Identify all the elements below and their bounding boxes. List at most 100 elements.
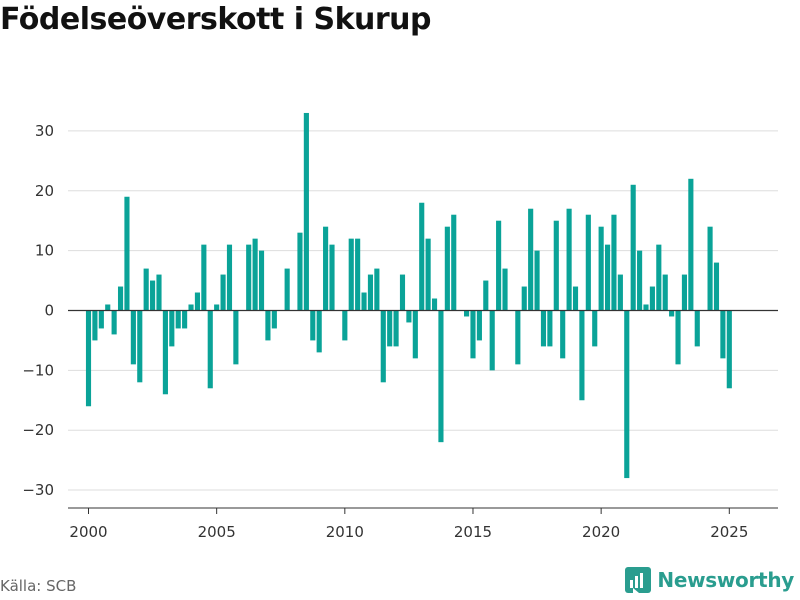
bar <box>451 214 457 311</box>
bar <box>643 304 649 311</box>
bar <box>374 268 380 311</box>
bar <box>367 274 374 311</box>
bar <box>169 310 175 347</box>
bar <box>246 244 252 311</box>
bar <box>534 250 540 311</box>
bar <box>688 178 694 311</box>
x-tick-label: 2000 <box>69 523 107 541</box>
bar <box>310 310 316 341</box>
y-tick-label: 0 <box>44 301 54 319</box>
bar <box>483 280 489 311</box>
bar <box>233 310 239 365</box>
bar <box>156 274 162 311</box>
bar <box>624 310 630 479</box>
bar <box>713 262 720 311</box>
bar <box>380 310 386 383</box>
bar <box>117 286 124 311</box>
bar <box>489 310 495 371</box>
bar <box>124 196 130 311</box>
bar <box>182 310 188 329</box>
bar <box>470 310 476 359</box>
bar <box>572 286 579 311</box>
bar <box>297 232 303 311</box>
bar <box>316 310 322 353</box>
bar <box>598 226 604 311</box>
x-tick-label: 2005 <box>198 523 236 541</box>
y-tick-label: 10 <box>35 242 54 260</box>
x-tick-label: 2025 <box>710 523 748 541</box>
bar <box>444 226 450 311</box>
y-tick-label: −30 <box>22 481 54 499</box>
bar <box>130 310 136 365</box>
bar <box>412 310 418 359</box>
bar <box>175 310 181 329</box>
bar <box>393 310 399 347</box>
bar <box>553 220 559 311</box>
bar <box>419 202 425 311</box>
bar <box>496 220 502 311</box>
bar-chart-logo-icon <box>625 567 652 593</box>
y-tick-label: 30 <box>35 122 54 140</box>
x-tick-label: 2010 <box>326 523 364 541</box>
bar <box>207 310 213 389</box>
brand-name: Newsworthy <box>657 568 794 592</box>
bar <box>675 310 681 365</box>
source-credit: Källa: SCB <box>0 577 77 595</box>
bar <box>528 208 534 311</box>
bar <box>502 268 508 311</box>
bar <box>214 304 220 311</box>
bar <box>585 214 591 311</box>
bar <box>540 310 547 347</box>
bar <box>252 238 258 311</box>
bar <box>560 310 566 359</box>
bar <box>547 310 553 347</box>
bar <box>137 310 143 383</box>
x-tick-label: 2015 <box>454 523 492 541</box>
x-tick-label: 2020 <box>582 523 620 541</box>
bar <box>271 310 277 329</box>
bar <box>105 304 111 311</box>
axes: −30 −20 −10 0 10 20 30 2000 2005 2010 2015 2020 2025 <box>22 122 778 541</box>
bar <box>617 274 623 311</box>
bar <box>258 250 265 311</box>
bar <box>92 310 98 341</box>
bar <box>707 226 713 311</box>
bar <box>284 268 290 311</box>
bar <box>98 310 104 329</box>
bar <box>226 244 233 311</box>
bar <box>265 310 271 341</box>
bar <box>150 280 156 311</box>
y-tick-label: −10 <box>22 361 54 379</box>
bar <box>438 310 444 443</box>
bar <box>201 244 207 311</box>
bar <box>111 310 117 335</box>
bar <box>342 310 348 341</box>
bar <box>656 244 662 311</box>
bar <box>188 304 194 311</box>
bar <box>464 310 470 317</box>
bar <box>162 310 168 395</box>
chart-title: Födelseöverskott i Skurup <box>0 2 432 37</box>
bar <box>387 310 393 347</box>
bar <box>323 226 329 311</box>
bar <box>303 112 309 311</box>
bar <box>220 274 226 311</box>
brand-logo[interactable]: Newsworthy <box>625 567 794 593</box>
bar <box>637 250 643 311</box>
bar <box>592 310 598 347</box>
bar <box>726 310 732 389</box>
bar <box>649 286 655 311</box>
bar <box>355 238 361 311</box>
bar <box>515 310 521 365</box>
y-tick-label: 20 <box>35 182 54 200</box>
bar <box>662 274 668 311</box>
bar <box>579 310 585 401</box>
bar <box>720 310 726 359</box>
bar <box>85 310 92 407</box>
bars <box>85 112 732 479</box>
bar-chart: −30 −20 −10 0 10 20 30 2000 2005 2010 2015 2020 2025 <box>22 112 778 541</box>
bar <box>406 310 412 323</box>
bar <box>143 268 149 311</box>
bar <box>348 238 354 311</box>
bar <box>361 292 367 311</box>
